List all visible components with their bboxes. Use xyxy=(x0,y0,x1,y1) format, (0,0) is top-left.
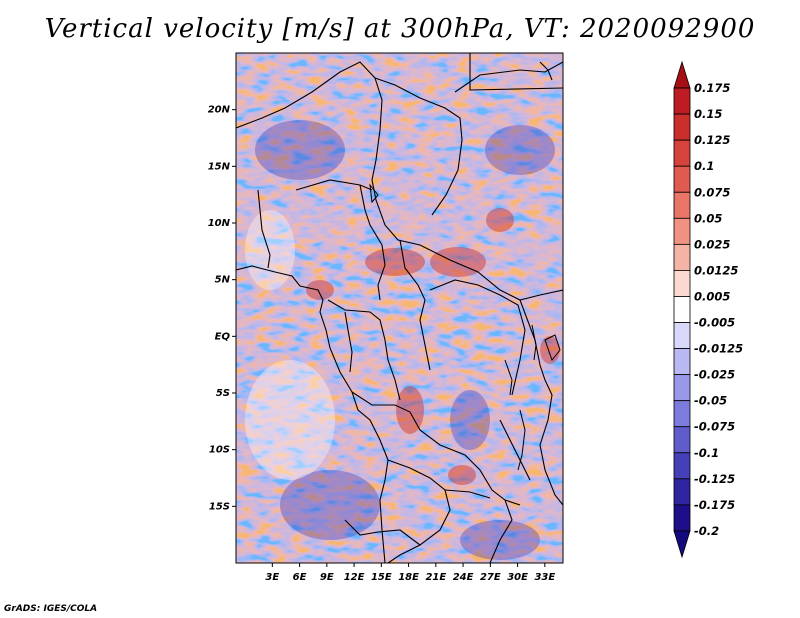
lat-tick-label: 20N xyxy=(208,105,231,116)
colorbar-segment xyxy=(673,191,691,219)
colorbar-label: 0.1 xyxy=(694,159,714,173)
colorbar-label: -0.125 xyxy=(694,472,735,486)
plot-frame xyxy=(235,52,564,564)
lat-tick-label: 15S xyxy=(209,501,230,512)
lon-tick-label: 12E xyxy=(344,572,365,583)
lon-tick-label: 9E xyxy=(320,572,334,583)
colorbar-segment xyxy=(673,348,691,376)
colorbar-label: 0.005 xyxy=(694,289,730,303)
colorbar-label: 0.075 xyxy=(694,185,730,199)
lon-tick-label: 33E xyxy=(534,572,555,583)
colorbar-segment xyxy=(673,139,691,167)
lon-tick-label: 27E xyxy=(480,572,501,583)
colorbar: 0.175 0.15 0.125 0.1 0.075 0.05 0.025 0.0125 0.0… xyxy=(673,60,743,559)
country-borders xyxy=(236,53,563,563)
lon-tick-label: 18E xyxy=(398,572,419,583)
colorbar-label: -0.05 xyxy=(694,394,727,408)
updraft-regions xyxy=(306,208,560,485)
colorbar-label: 0.175 xyxy=(694,81,730,95)
colorbar-label: -0.1 xyxy=(694,446,719,460)
colorbar-label: 0.025 xyxy=(694,237,730,251)
colorbar-label: -0.075 xyxy=(694,420,735,434)
velocity-field xyxy=(236,53,563,563)
lon-tick-label: 21E xyxy=(425,572,446,583)
colorbar-segment xyxy=(673,217,691,245)
lat-tick-label: 15N xyxy=(208,161,231,172)
colorbar-label: 0.125 xyxy=(694,133,730,147)
colorbar-segment xyxy=(673,478,691,506)
colorbar-label: -0.025 xyxy=(694,368,735,382)
colorbar-segment xyxy=(673,452,691,480)
lon-tick-label: 30E xyxy=(507,572,528,583)
downdraft-lines xyxy=(245,210,335,480)
map-title: Vertical velocity [m/s] at 300hPa, VT: 2… xyxy=(44,14,756,44)
colorbar-label: -0.005 xyxy=(694,316,735,330)
lat-tick-label: 5S xyxy=(216,388,230,399)
colorbar-label: 0.15 xyxy=(694,107,722,121)
colorbar-segment xyxy=(673,322,691,349)
lat-tick-label: 5N xyxy=(215,275,231,286)
lat-tick-label: 10N xyxy=(208,218,231,229)
colorbar-label: -0.0125 xyxy=(694,342,743,356)
lon-tick-label: 24E xyxy=(453,572,474,583)
colorbar-label: -0.175 xyxy=(694,498,735,512)
colorbar-segment xyxy=(673,87,691,115)
colorbar-label: 0.0125 xyxy=(694,263,738,277)
colorbar-segment xyxy=(673,296,691,323)
colorbar-segment xyxy=(673,426,691,454)
colorbar-segment xyxy=(673,374,691,402)
lon-tick-label: 15E xyxy=(371,572,392,583)
lat-tick-label: 10S xyxy=(209,445,230,456)
downdraft-regions xyxy=(255,120,555,560)
colorbar-label: -0.2 xyxy=(694,524,719,538)
colorbar-segment xyxy=(673,530,691,559)
colorbar-label: 0.05 xyxy=(694,211,722,225)
colorbar-segment xyxy=(673,165,691,193)
lat-tick-label: EQ xyxy=(215,331,231,342)
colorbar-segment xyxy=(673,400,691,428)
colorbar-segment xyxy=(673,504,691,532)
grads-credit: GrADS: IGES/COLA xyxy=(4,604,98,614)
longitude-axis: 3E 6E 9E 12E 15E 18E 21E 24E 27E 30E 33E xyxy=(265,563,555,583)
colorbar-segment xyxy=(673,270,691,297)
lakes xyxy=(369,183,561,471)
colorbar-segment xyxy=(673,243,691,271)
latitude-axis: 20N 15N 10N 5N EQ 5S 10S 15S xyxy=(208,105,236,512)
colorbar-segment xyxy=(673,113,691,141)
colorbar-segment xyxy=(673,60,691,89)
lon-tick-label: 3E xyxy=(265,572,279,583)
lon-tick-label: 6E xyxy=(293,572,307,583)
